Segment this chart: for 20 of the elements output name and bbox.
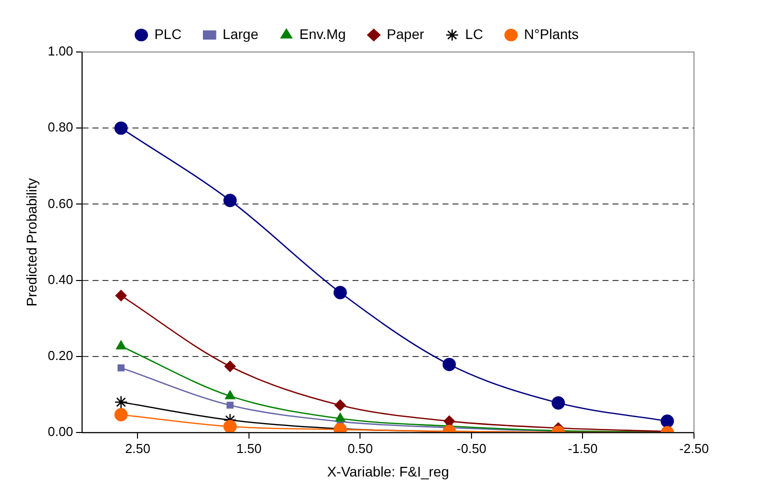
legend-label: Paper: [386, 26, 424, 42]
y-tick-label: 0.40: [48, 272, 74, 287]
y-tick-label: 0.60: [48, 196, 74, 211]
legend-label: N°Plants: [524, 26, 579, 42]
x-tick-label: 2.50: [125, 440, 150, 456]
legend-label: PLC: [154, 26, 182, 42]
y-tick-label: 0.80: [48, 120, 74, 135]
y-axis-title: Predicted Probability: [23, 178, 40, 307]
x-axis-title: X-Variable: F&I_reg: [327, 463, 450, 480]
y-tick-label: 0.00: [48, 424, 74, 440]
x-tick-label: -1.50: [568, 440, 598, 456]
x-tick-label: -0.50: [456, 440, 486, 456]
legend-label: LC: [465, 26, 484, 42]
legend-label: Env.Mg: [299, 26, 346, 42]
x-tick-label: -2.50: [679, 440, 709, 456]
legend-label: Large: [222, 26, 259, 42]
y-tick-label: 0.20: [48, 348, 74, 364]
y-tick-label: 1.00: [48, 44, 74, 59]
x-tick-label: 1.50: [236, 440, 262, 456]
x-tick-label: 0.50: [348, 440, 373, 456]
